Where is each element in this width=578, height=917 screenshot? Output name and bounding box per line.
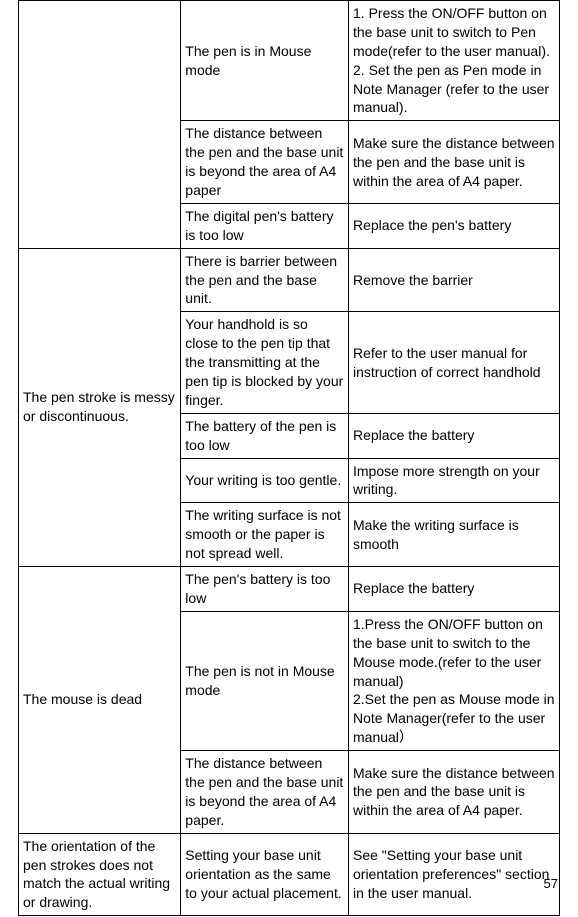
cause-cell: The distance between the pen and the bas… <box>181 751 349 834</box>
troubleshooting-table: The pen is in Mouse mode1. Press the ON/… <box>18 0 560 916</box>
solution-cell: 1. Press the ON/OFF button on the base u… <box>349 1 560 121</box>
cause-cell: The pen is not in Mouse mode <box>181 611 349 750</box>
cause-cell: The pen's battery is too low <box>181 567 349 612</box>
cause-cell: The digital pen's battery is too low <box>181 203 349 248</box>
solution-cell: See "Setting your base unit orientation … <box>349 833 560 916</box>
cause-cell: The battery of the pen is too low <box>181 413 349 458</box>
cause-cell: The writing surface is not smooth or the… <box>181 503 349 567</box>
cause-cell: There is barrier between the pen and the… <box>181 248 349 312</box>
cause-cell: Your writing is too gentle. <box>181 458 349 503</box>
problem-cell <box>19 1 181 249</box>
problem-cell: The orientation of the pen strokes does … <box>19 833 181 916</box>
table-row: The pen is in Mouse mode1. Press the ON/… <box>19 1 560 121</box>
solution-cell: Replace the battery <box>349 413 560 458</box>
cause-cell: Setting your base unit orientation as th… <box>181 833 349 916</box>
cause-cell: The distance between the pen and the bas… <box>181 121 349 204</box>
table-row: The mouse is deadThe pen's battery is to… <box>19 567 560 612</box>
solution-cell: Refer to the user manual for instruction… <box>349 312 560 413</box>
page-number: 57 <box>544 875 558 893</box>
solution-cell: Make the writing surface is smooth <box>349 503 560 567</box>
solution-cell: Remove the barrier <box>349 248 560 312</box>
table-row: The pen stroke is messy or discontinuous… <box>19 248 560 312</box>
cause-cell: The pen is in Mouse mode <box>181 1 349 121</box>
cause-cell: Your handhold is so close to the pen tip… <box>181 312 349 413</box>
problem-cell: The mouse is dead <box>19 567 181 834</box>
solution-cell: Make sure the distance between the pen a… <box>349 121 560 204</box>
page-content: The pen is in Mouse mode1. Press the ON/… <box>0 0 578 916</box>
table-body: The pen is in Mouse mode1. Press the ON/… <box>19 1 560 916</box>
problem-cell: The pen stroke is messy or discontinuous… <box>19 248 181 566</box>
solution-cell: 1.Press the ON/OFF button on the base un… <box>349 611 560 750</box>
table-row: The orientation of the pen strokes does … <box>19 833 560 916</box>
solution-cell: Make sure the distance between the pen a… <box>349 751 560 834</box>
solution-cell: Impose more strength on your writing. <box>349 458 560 503</box>
solution-cell: Replace the battery <box>349 567 560 612</box>
solution-cell: Replace the pen's battery <box>349 203 560 248</box>
